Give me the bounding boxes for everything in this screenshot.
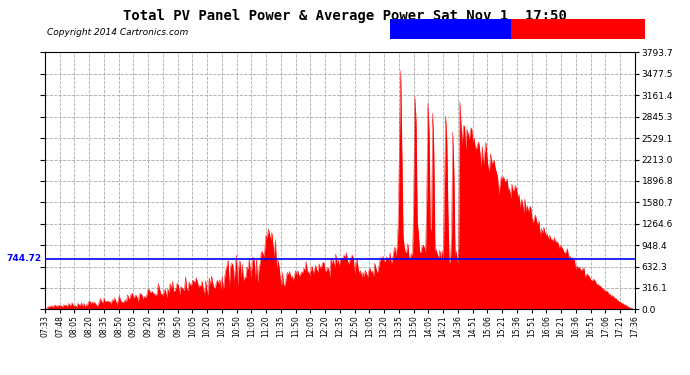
- Text: 744.72: 744.72: [6, 255, 41, 264]
- Text: Copyright 2014 Cartronics.com: Copyright 2014 Cartronics.com: [47, 28, 188, 37]
- Text: PV Panels  (DC Watts): PV Panels (DC Watts): [523, 25, 633, 34]
- Text: Average  (DC Watts): Average (DC Watts): [400, 25, 500, 34]
- Text: Total PV Panel Power & Average Power Sat Nov 1  17:50: Total PV Panel Power & Average Power Sat…: [123, 9, 567, 23]
